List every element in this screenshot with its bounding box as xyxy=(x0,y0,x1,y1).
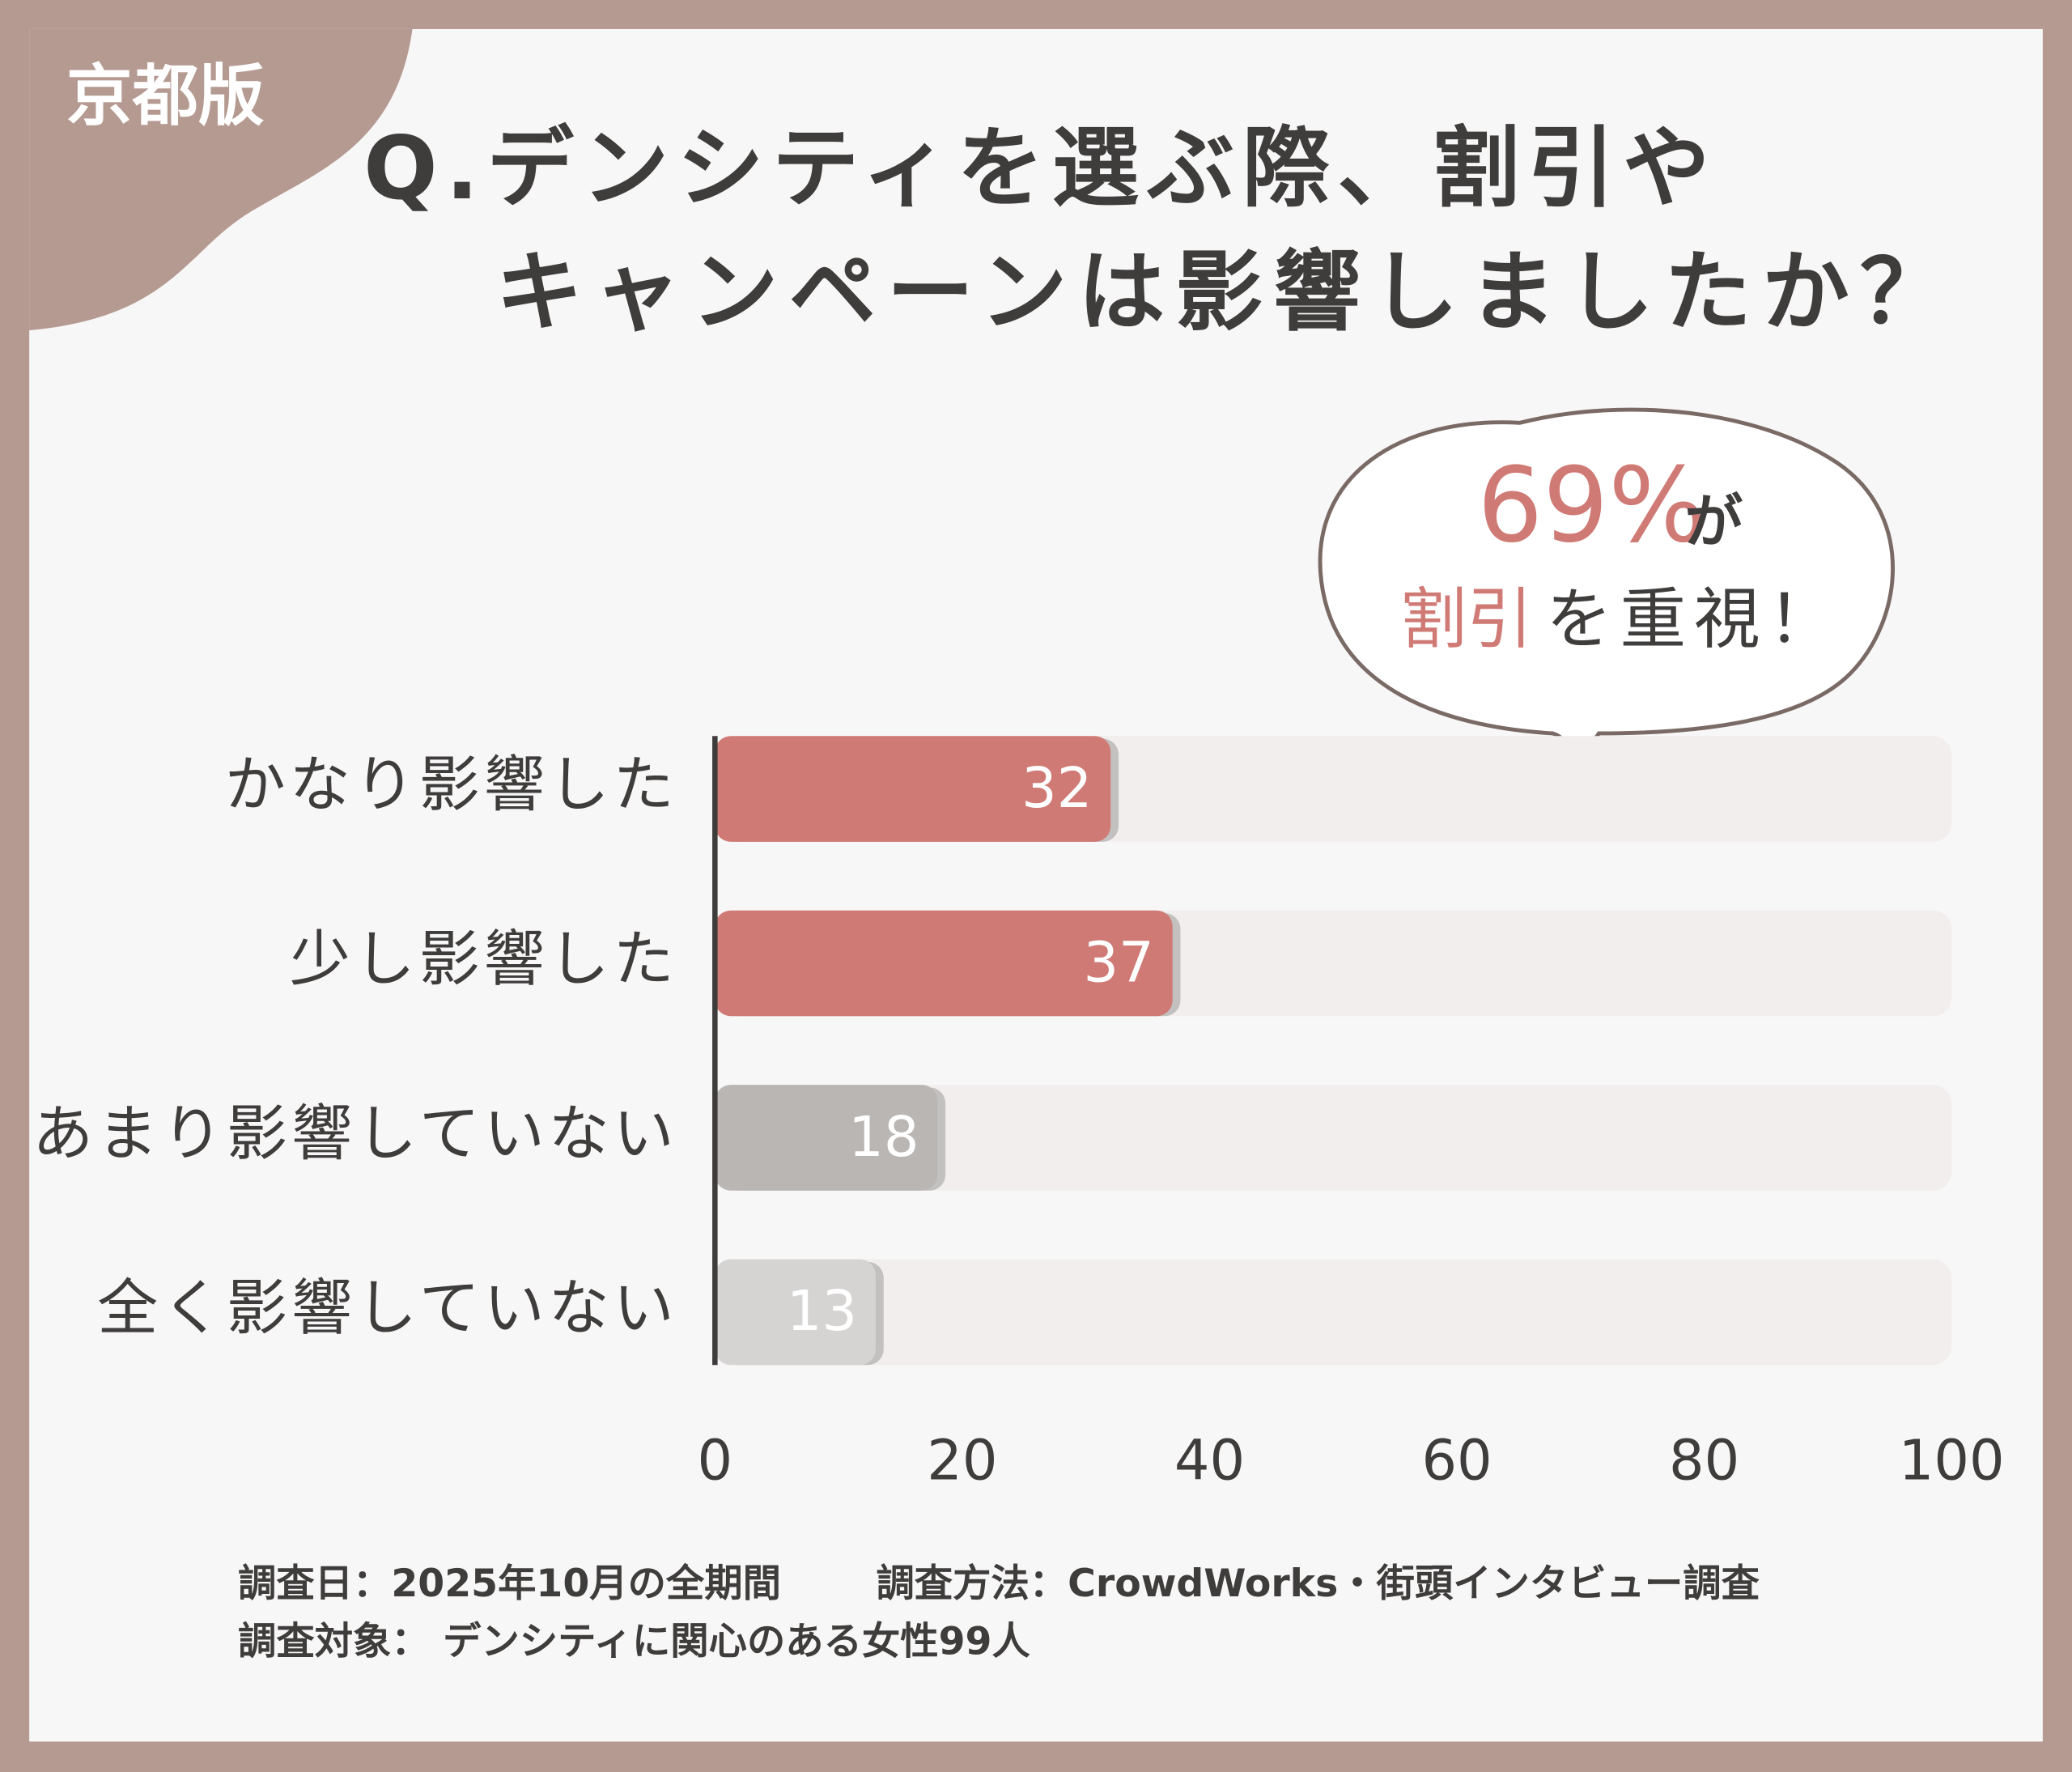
panel xyxy=(29,28,2043,1742)
track xyxy=(715,1259,1952,1366)
badge: 京都版 xyxy=(66,58,265,135)
x-tick-label: 40 xyxy=(1174,1429,1245,1494)
bar xyxy=(715,736,1111,842)
x-tick-label: 60 xyxy=(1421,1429,1492,1494)
y-tick-label: 少し影響した xyxy=(290,923,678,994)
callout-text: を重視！ xyxy=(1546,581,1842,658)
x-tick-label: 20 xyxy=(927,1429,997,1494)
bar xyxy=(715,1259,876,1366)
plot: 0 20 40 60 80 100 かなり影響した 32 少し影響した 37 あまり影響していない 1… xyxy=(32,736,2005,1494)
callout-text: が xyxy=(1684,487,1743,555)
x-tick-label: 0 xyxy=(698,1429,733,1494)
y-tick-label: 全く影響していない xyxy=(97,1272,678,1343)
y-tick-label: かなり影響した xyxy=(225,749,678,820)
callout-bubble xyxy=(1318,407,1895,762)
badge-shape xyxy=(29,28,413,331)
value-label: 32 xyxy=(1021,756,1092,821)
value-label: 37 xyxy=(1084,930,1154,995)
title: Q.デンシティを選ぶ際、割引や xyxy=(363,118,1717,219)
track xyxy=(715,1085,1952,1191)
value-label: 18 xyxy=(848,1105,919,1170)
x-tick-label: 80 xyxy=(1669,1429,1739,1494)
value-label: 13 xyxy=(787,1279,857,1344)
footer-method: 調査方法：CrowdWorks・街頭インタビュー調査 xyxy=(876,1562,1760,1606)
bar xyxy=(715,910,1173,1017)
y-tick-label: あまり影響していない xyxy=(32,1098,678,1169)
title: キャンペーンは影響しましたか？ xyxy=(495,242,1957,343)
x-tick-label: 100 xyxy=(1899,1429,2005,1494)
callout-highlight: 割引 xyxy=(1401,581,1533,658)
bar xyxy=(715,1085,938,1191)
footer-target: 調査対象： デンシティに関心のある女性99人 xyxy=(238,1620,1030,1664)
callout-highlight: 69% xyxy=(1477,446,1706,566)
footer-date: 調査日：2025年10月の全期間 xyxy=(238,1562,781,1606)
